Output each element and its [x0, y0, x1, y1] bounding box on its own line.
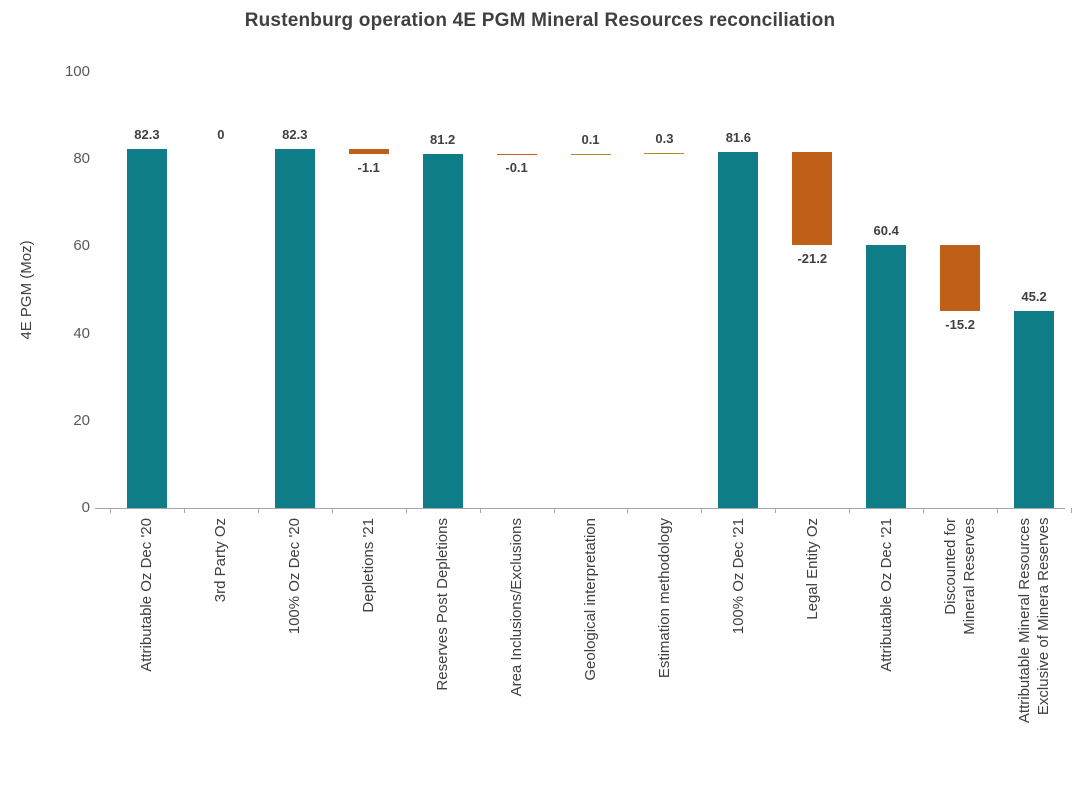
x-axis-tick	[1071, 508, 1072, 513]
x-category-label: Reserves Post Depletions	[406, 518, 480, 796]
x-axis-tick	[775, 508, 777, 513]
x-axis-tick	[405, 508, 407, 513]
bar-delta	[940, 244, 981, 311]
value-label: -1.1	[357, 159, 380, 175]
x-category-label-text: 3rd Party Oz	[212, 518, 230, 603]
x-category-label-text: Geological interpretation	[581, 518, 599, 681]
value-label: -21.2	[797, 250, 828, 266]
x-category-label: Legal Entity Oz	[775, 518, 849, 796]
value-label: 0.1	[581, 131, 600, 147]
x-category-label: Attributable Oz Dec '21	[849, 518, 923, 796]
x-axis-line	[95, 508, 1065, 509]
x-category-label-text: Area Inclusions/Exclusions	[508, 518, 526, 697]
x-category-label-text: Attributable Mineral Resources Exclusive…	[1016, 518, 1053, 724]
x-category-label-text: 100% Oz Dec '20	[286, 518, 304, 635]
x-category-label: 100% Oz Dec '20	[258, 518, 332, 796]
x-axis-tick	[553, 508, 555, 513]
bar-delta	[644, 152, 685, 155]
y-tick-label: 0	[81, 499, 90, 516]
x-category-label: Discounted for Mineral Reserves	[923, 518, 997, 796]
x-category-label: Geological interpretation	[554, 518, 628, 796]
x-category-label: Attributable Oz Dec '20	[110, 518, 184, 796]
x-axis-tick	[183, 508, 185, 513]
x-category-label: 3rd Party Oz	[184, 518, 258, 796]
bar-total	[1014, 310, 1055, 508]
x-category-label: Attributable Mineral Resources Exclusive…	[997, 518, 1071, 796]
y-axis-title: 4E PGM (Moz)	[18, 240, 35, 340]
value-label: -0.1	[505, 160, 528, 176]
x-category-label-text: Depletions '21	[360, 518, 378, 613]
x-category-label-text: Attributable Oz Dec '21	[877, 518, 895, 672]
x-category-label: 100% Oz Dec '21	[701, 518, 775, 796]
bar-delta	[348, 149, 389, 154]
bar-total	[866, 244, 907, 508]
bar-delta	[496, 153, 537, 156]
chart-title: Rustenburg operation 4E PGM Mineral Reso…	[244, 10, 836, 31]
y-tick-label: 100	[64, 63, 90, 80]
bar-total	[422, 153, 463, 508]
bar-total	[718, 152, 759, 508]
bar-total	[126, 149, 167, 508]
value-label: 81.6	[725, 130, 751, 146]
value-label: -15.2	[945, 316, 975, 332]
y-tick-label: 20	[73, 411, 90, 429]
bar-delta	[792, 152, 833, 245]
x-category-label-text: Estimation methodology	[655, 518, 673, 679]
value-label: 60.4	[873, 222, 899, 238]
value-label: 82.3	[134, 127, 160, 143]
x-axis-tick	[257, 508, 259, 513]
x-category-label: Depletions '21	[332, 518, 406, 796]
x-category-label: Estimation methodology	[627, 518, 701, 796]
x-axis-tick	[701, 508, 703, 513]
value-label: 82.3	[282, 127, 308, 143]
value-label: 45.2	[1021, 288, 1047, 304]
x-axis-tick	[627, 508, 629, 513]
x-axis-tick	[923, 508, 925, 513]
x-axis-tick	[997, 508, 999, 513]
y-tick-label: 80	[73, 150, 90, 168]
x-axis-tick	[331, 508, 333, 513]
bar-total	[274, 149, 315, 508]
value-label: 81.2	[429, 131, 456, 147]
x-axis-tick	[110, 508, 111, 513]
x-category-label-text: Discounted for Mineral Reserves	[942, 518, 979, 635]
x-category-label-text: Legal Entity Oz	[803, 518, 821, 620]
x-category-label-text: Reserves Post Depletions	[434, 518, 452, 691]
x-axis-tick	[849, 508, 851, 513]
x-category-label: Area Inclusions/Exclusions	[480, 518, 554, 796]
value-label: 0.3	[655, 130, 674, 146]
bar-delta	[570, 153, 611, 156]
value-label: 0	[217, 127, 225, 143]
x-category-label-text: 100% Oz Dec '21	[729, 518, 747, 635]
x-category-label-text: Attributable Oz Dec '20	[138, 518, 156, 672]
y-tick-label: 40	[73, 324, 90, 342]
y-tick-label: 60	[73, 237, 90, 255]
x-axis-tick	[479, 508, 481, 513]
